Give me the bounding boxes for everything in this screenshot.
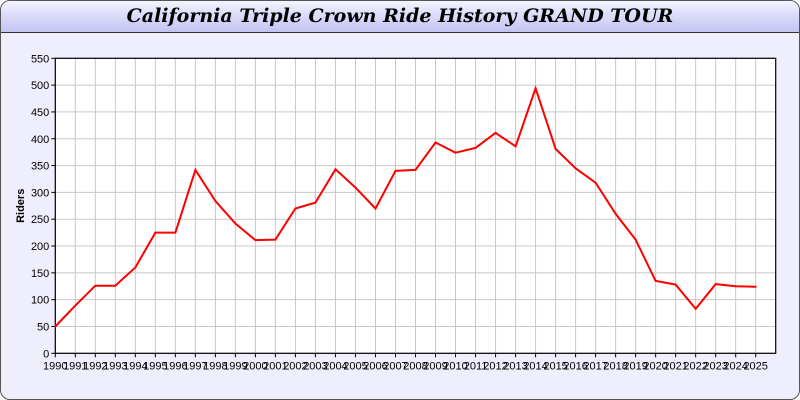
y-tick-label: 500 — [31, 80, 49, 92]
x-tick-label: 2012 — [483, 360, 507, 372]
data-point — [534, 87, 537, 90]
data-point — [394, 169, 397, 172]
y-tick-label: 350 — [31, 161, 49, 173]
x-tick-label: 1996 — [163, 360, 187, 372]
data-point — [514, 145, 517, 148]
data-point — [214, 199, 217, 202]
data-point — [454, 151, 457, 154]
x-tick-label: 1991 — [63, 360, 87, 372]
chart-title: California Triple Crown Ride History GRA… — [126, 5, 674, 27]
y-tick-label: 50 — [37, 321, 49, 333]
y-axis-label: Riders — [15, 189, 27, 223]
data-point — [694, 307, 697, 310]
data-point — [474, 146, 477, 149]
x-tick-label: 2003 — [303, 360, 327, 372]
data-point — [714, 283, 717, 286]
data-point — [334, 168, 337, 171]
data-point — [274, 238, 277, 241]
x-tick-label: 2021 — [663, 360, 687, 372]
data-point — [734, 285, 737, 288]
y-tick-label: 0 — [43, 348, 49, 360]
data-point — [174, 231, 177, 234]
data-point — [294, 207, 297, 210]
x-tick-label: 1999 — [223, 360, 247, 372]
data-point — [574, 167, 577, 170]
y-tick-label: 250 — [31, 214, 49, 226]
data-point — [554, 147, 557, 150]
data-point — [654, 279, 657, 282]
x-tick-label: 2017 — [583, 360, 607, 372]
x-tick-label: 2014 — [523, 360, 547, 372]
x-tick-label: 2025 — [743, 360, 767, 372]
x-tick-label: 2005 — [343, 360, 367, 372]
series-line — [54, 85, 756, 328]
x-tick-label: 2004 — [323, 360, 347, 372]
data-point — [194, 168, 197, 171]
data-point — [354, 186, 357, 189]
data-point — [314, 201, 317, 204]
x-tick-label: 2008 — [403, 360, 427, 372]
y-tick-label: 400 — [31, 134, 49, 146]
x-tick-label: 2001 — [263, 360, 287, 372]
x-tick-label: 2022 — [683, 360, 707, 372]
x-tick-label: 2024 — [723, 360, 747, 372]
x-tick-label: 1998 — [203, 360, 227, 372]
x-tick-label: 1992 — [83, 360, 107, 372]
data-point — [114, 284, 117, 287]
y-tick-label: 150 — [31, 268, 49, 280]
x-tick-label: 2013 — [503, 360, 527, 372]
data-point — [54, 325, 57, 328]
data-point — [674, 283, 677, 286]
x-tick-label: 2011 — [464, 360, 488, 372]
x-tick-label: 1994 — [123, 360, 147, 372]
x-tick-label: 2009 — [423, 360, 447, 372]
x-tick-label: 2006 — [363, 360, 387, 372]
x-tick-label: 2019 — [623, 360, 647, 372]
y-tick-label: 300 — [31, 187, 49, 199]
data-point — [594, 181, 597, 184]
x-tick-label: 2016 — [563, 360, 587, 372]
y-tick-label: 450 — [31, 107, 49, 119]
y-tick-label: 100 — [31, 295, 49, 307]
x-tick-label: 2023 — [703, 360, 727, 372]
x-tick-label: 2000 — [243, 360, 267, 372]
x-tick-label: 1997 — [183, 360, 207, 372]
data-point — [94, 284, 97, 287]
data-point — [234, 222, 237, 225]
data-point — [254, 239, 257, 242]
data-point — [614, 212, 617, 215]
x-tick-label: 1995 — [143, 360, 167, 372]
data-point — [634, 238, 637, 241]
data-point — [74, 304, 77, 307]
x-tick-label: 1993 — [103, 360, 127, 372]
x-tick-label: 2002 — [283, 360, 307, 372]
x-tick-label: 1990 — [43, 360, 67, 372]
x-tick-label: 2015 — [543, 360, 567, 372]
x-tick-label: 2007 — [383, 360, 407, 372]
x-tick-label: 2010 — [443, 360, 467, 372]
data-point — [414, 168, 417, 171]
x-tick-label: 2020 — [643, 360, 667, 372]
data-point — [434, 141, 437, 144]
data-point — [154, 231, 157, 234]
data-point — [134, 266, 137, 269]
data-point — [494, 131, 497, 134]
data-point — [754, 285, 757, 288]
title-bar: California Triple Crown Ride History GRA… — [1, 1, 799, 33]
data-point — [374, 207, 377, 210]
x-tick-label: 2018 — [603, 360, 627, 372]
y-tick-label: 550 — [31, 53, 49, 65]
y-tick-label: 200 — [31, 241, 49, 253]
